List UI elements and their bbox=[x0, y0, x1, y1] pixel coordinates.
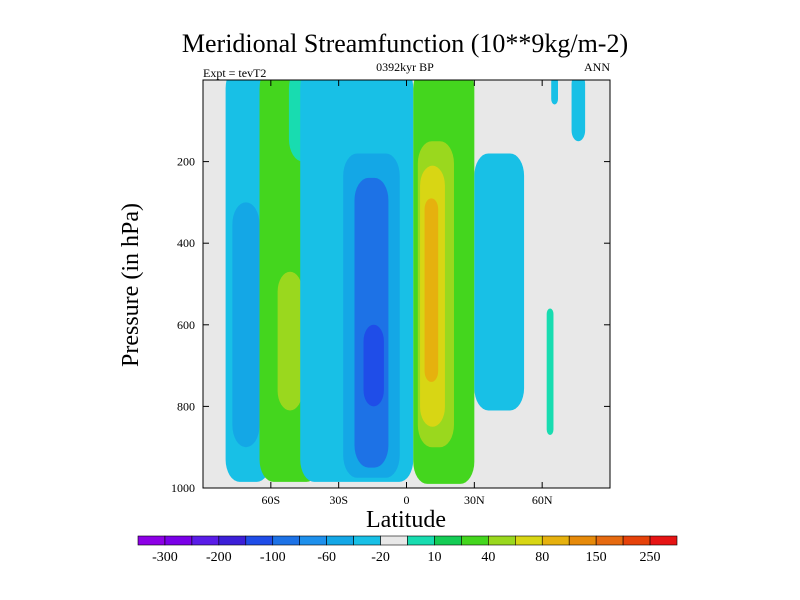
contour-regions bbox=[225, 80, 586, 484]
contour-region-14 bbox=[424, 198, 439, 382]
colorbar-swatch bbox=[622, 535, 651, 546]
contour-region-10 bbox=[401, 137, 412, 150]
colorbar-label: 80 bbox=[535, 550, 549, 565]
left-label: Expt = tevT2 bbox=[203, 66, 266, 80]
y-tick-label: 800 bbox=[177, 399, 195, 413]
contour-region-5 bbox=[277, 271, 303, 411]
y-axis-ticks: 200 400 600 800 1000 bbox=[171, 155, 610, 495]
colorbar-swatch bbox=[568, 535, 597, 546]
contour-region-9 bbox=[363, 324, 384, 407]
colorbar-label: 40 bbox=[481, 550, 495, 565]
colorbar-swatch bbox=[353, 535, 381, 546]
x-tick-label: 30S bbox=[329, 493, 348, 507]
colorbar-swatch bbox=[407, 535, 435, 546]
colorbar-swatch bbox=[380, 535, 408, 546]
x-axis-label: Latitude bbox=[366, 507, 446, 533]
colorbar-swatch bbox=[541, 535, 570, 546]
colorbar-swatch bbox=[434, 535, 462, 546]
colorbar-swatch bbox=[326, 535, 354, 546]
colorbar-swatch bbox=[595, 535, 624, 546]
chart-title: Meridional Streamfunction (10**9kg/m-2) bbox=[182, 29, 628, 58]
colorbar-swatch bbox=[191, 535, 220, 546]
subtitle: 0392kyr BP bbox=[376, 60, 434, 74]
colorbar-swatch bbox=[164, 535, 193, 546]
colorbar-swatch bbox=[488, 535, 516, 546]
y-tick-label: 1000 bbox=[171, 481, 195, 495]
contour-region-18 bbox=[571, 80, 586, 142]
colorbar-label: -200 bbox=[206, 550, 232, 565]
colorbar-label: -60 bbox=[317, 550, 336, 565]
colorbar-swatch bbox=[218, 535, 247, 546]
y-tick-label: 200 bbox=[177, 155, 195, 169]
colorbar-label: -20 bbox=[371, 550, 390, 565]
contour-region-2 bbox=[232, 202, 260, 448]
colorbar-swatch bbox=[245, 535, 274, 546]
colorbar-label: -300 bbox=[152, 550, 178, 565]
colorbar-swatch bbox=[137, 535, 166, 546]
right-label: ANN bbox=[584, 60, 610, 74]
contour-region-17 bbox=[551, 80, 558, 105]
colorbar-swatch bbox=[649, 535, 678, 546]
contour-region-16 bbox=[546, 308, 554, 435]
colorbar-swatch bbox=[299, 535, 327, 546]
y-tick-label: 600 bbox=[177, 318, 195, 332]
x-tick-label: 30N bbox=[464, 493, 485, 507]
colorbar-label: -100 bbox=[260, 550, 286, 565]
x-axis-ticks: 60S 30S 0 30N 60N bbox=[261, 80, 553, 507]
y-tick-label: 400 bbox=[177, 236, 195, 250]
colorbar-swatch bbox=[272, 535, 301, 546]
colorbar-label: 10 bbox=[427, 550, 441, 565]
colorbar-label: 150 bbox=[586, 550, 607, 565]
contour-region-8 bbox=[354, 177, 389, 468]
x-tick-label: 0 bbox=[404, 493, 410, 507]
colorbar: -300 -200 -100 -60 -20 10 40 80 150 250 bbox=[137, 535, 678, 565]
contour-region-15 bbox=[474, 153, 525, 411]
colorbar-label: 250 bbox=[640, 550, 661, 565]
x-tick-label: 60S bbox=[261, 493, 280, 507]
x-tick-label: 60N bbox=[532, 493, 553, 507]
colorbar-swatch bbox=[461, 535, 489, 546]
y-axis-label: Pressure (in hPa) bbox=[118, 203, 144, 367]
colorbar-swatch bbox=[514, 535, 543, 546]
